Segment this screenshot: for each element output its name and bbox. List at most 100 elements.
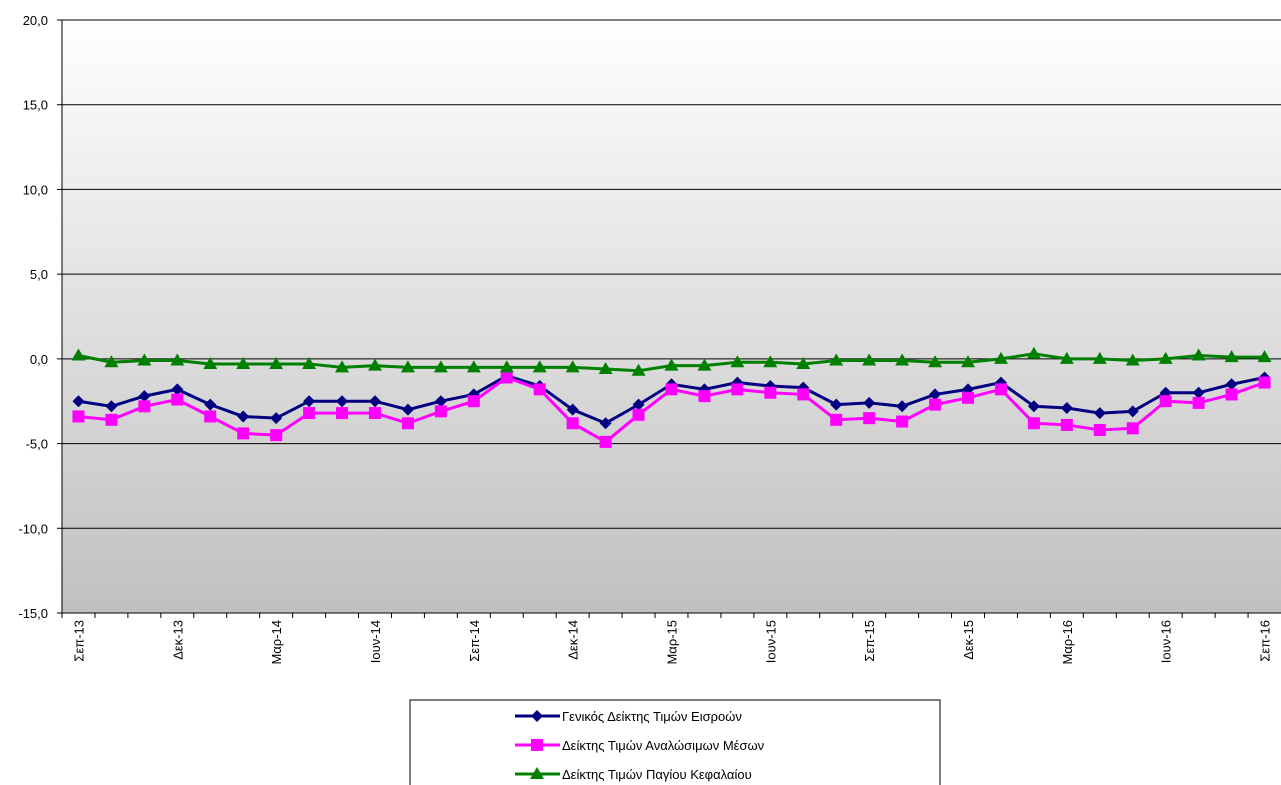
marker — [896, 400, 909, 413]
marker — [1257, 350, 1272, 363]
marker — [1060, 418, 1073, 431]
marker — [632, 408, 645, 421]
marker — [665, 383, 678, 396]
marker — [598, 362, 613, 375]
marker — [434, 405, 447, 418]
marker — [1093, 407, 1106, 420]
marker — [170, 353, 185, 366]
marker — [433, 360, 448, 373]
x-tick-label: Ιουν-16 — [1159, 620, 1174, 663]
plot-area — [62, 20, 1281, 613]
marker — [533, 383, 546, 396]
marker — [830, 398, 843, 411]
marker — [72, 395, 85, 408]
y-tick-label: 0,0 — [30, 352, 48, 367]
marker — [466, 360, 481, 373]
marker — [565, 360, 580, 373]
marker — [994, 383, 1007, 396]
marker — [368, 407, 381, 420]
marker — [71, 348, 86, 361]
legend-label: Δείκτης Τιμών Αναλώσιμων Μέσων — [562, 738, 764, 753]
marker — [697, 358, 712, 371]
marker — [566, 417, 579, 430]
marker — [105, 400, 118, 413]
marker — [796, 356, 811, 369]
marker — [1192, 386, 1205, 399]
x-tick-label: Δεκ-14 — [566, 620, 581, 660]
marker — [336, 395, 349, 408]
marker — [1027, 417, 1040, 430]
marker — [72, 410, 85, 423]
legend — [409, 699, 941, 785]
x-tick-label: Σεπ-15 — [862, 620, 877, 662]
marker — [664, 358, 679, 371]
marker — [928, 355, 943, 368]
marker — [171, 393, 184, 406]
marker — [599, 417, 612, 430]
marker — [829, 353, 844, 366]
marker — [895, 353, 910, 366]
x-tick-label: Ιουν-15 — [763, 620, 778, 663]
marker — [863, 412, 876, 425]
marker — [1093, 424, 1106, 437]
marker — [531, 739, 543, 751]
x-tick-label: Δεκ-15 — [961, 620, 976, 660]
marker — [1191, 348, 1206, 361]
marker — [303, 395, 316, 408]
marker — [730, 355, 745, 368]
marker — [302, 356, 317, 369]
x-tick-label: Μαρ-16 — [1060, 620, 1075, 665]
marker — [797, 388, 810, 401]
y-tick-label: 20,0 — [23, 13, 48, 28]
marker — [237, 427, 250, 440]
marker — [204, 398, 217, 411]
marker — [104, 355, 119, 368]
marker — [1126, 422, 1139, 435]
marker — [1225, 378, 1238, 391]
marker — [1125, 353, 1140, 366]
marker — [929, 388, 942, 401]
legend-label: Δείκτης Τιμών Παγίου Κεφαλαίου — [562, 767, 752, 782]
marker — [530, 767, 544, 779]
marker — [367, 358, 382, 371]
marker — [631, 363, 646, 376]
y-tick-label: 5,0 — [30, 267, 48, 282]
marker — [203, 356, 218, 369]
x-tick-label: Μαρ-15 — [665, 620, 680, 665]
x-tick-label: Μαρ-14 — [269, 620, 284, 665]
marker — [1224, 350, 1239, 363]
marker — [532, 360, 547, 373]
marker — [1158, 351, 1173, 364]
y-tick-label: -10,0 — [18, 521, 48, 536]
marker — [270, 412, 283, 425]
marker — [763, 355, 778, 368]
marker — [1059, 351, 1074, 364]
marker — [1159, 395, 1172, 408]
marker — [303, 407, 316, 420]
marker — [698, 390, 711, 403]
marker — [171, 383, 184, 396]
marker — [599, 435, 612, 448]
marker — [269, 356, 284, 369]
marker — [336, 407, 349, 420]
marker — [1192, 396, 1205, 409]
marker — [1126, 405, 1139, 418]
y-tick-label: 10,0 — [23, 182, 48, 197]
marker — [764, 386, 777, 399]
x-tick-label: Σεπ-16 — [1258, 620, 1273, 662]
marker — [1027, 400, 1040, 413]
marker — [467, 395, 480, 408]
marker — [1092, 351, 1107, 364]
y-tick-label: -5,0 — [26, 437, 48, 452]
marker — [896, 415, 909, 428]
marker — [1225, 388, 1238, 401]
marker — [138, 400, 151, 413]
marker — [961, 355, 976, 368]
marker — [335, 360, 350, 373]
marker — [499, 360, 514, 373]
marker — [830, 413, 843, 426]
marker — [137, 353, 152, 366]
marker — [105, 413, 118, 426]
marker — [731, 383, 744, 396]
